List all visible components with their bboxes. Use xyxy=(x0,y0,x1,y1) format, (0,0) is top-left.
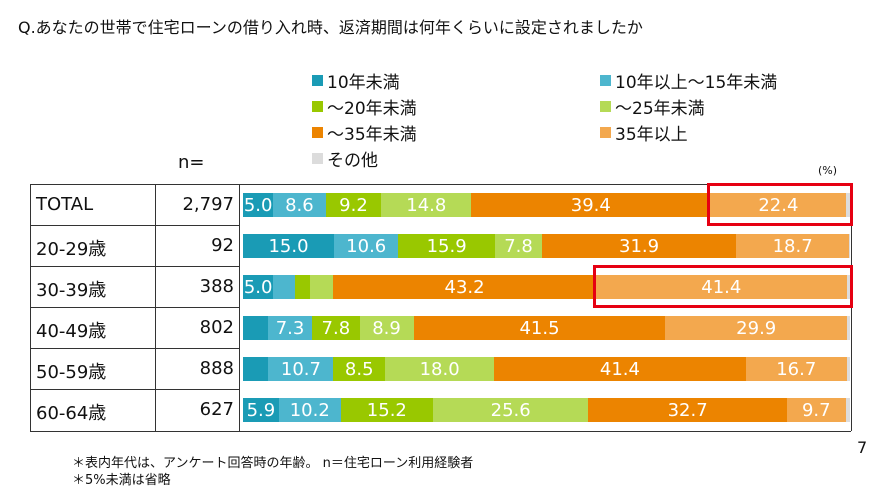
n-value: 2,797 xyxy=(182,194,234,215)
legend-label: 10年以上～15年未満 xyxy=(615,73,778,93)
bar-segment: 14.8 xyxy=(381,193,472,217)
bar-segment xyxy=(295,275,311,299)
bar-segment: 41.5 xyxy=(413,316,666,340)
bar-segment: 7.8 xyxy=(494,234,543,258)
bar-segment xyxy=(273,275,296,299)
highlight-box xyxy=(707,183,853,226)
legend-label: 35年以上 xyxy=(615,125,688,145)
legend-item: 10年未満 xyxy=(312,68,400,93)
bar-segment: 31.9 xyxy=(542,234,736,258)
bar-segment: 10.7 xyxy=(268,357,334,381)
n-value: 888 xyxy=(199,358,234,379)
bar-segment xyxy=(243,357,269,381)
bar-segment: 7.3 xyxy=(267,316,313,340)
bar-segment xyxy=(846,316,850,340)
bar-segment: 15.2 xyxy=(340,398,433,422)
legend-swatch xyxy=(312,75,323,86)
bar-segment: 8.9 xyxy=(359,316,414,340)
bar-segment: 16.7 xyxy=(745,357,847,381)
bar-segment: 18.7 xyxy=(735,234,850,258)
bar-segment: 41.4 xyxy=(494,357,746,381)
legend-label: ～25年未満 xyxy=(615,99,705,119)
legend-item: 10年以上～15年未満 xyxy=(600,68,777,93)
n-value: 388 xyxy=(199,276,234,297)
legend-swatch xyxy=(600,101,611,112)
legend-swatch xyxy=(600,75,611,86)
bar-segment xyxy=(846,193,850,217)
bar-segment: 10.6 xyxy=(334,234,399,258)
legend-item: ～35年未満 xyxy=(312,120,417,145)
bar-segment: 15.9 xyxy=(398,234,495,258)
bar-segment: 8.6 xyxy=(273,193,326,217)
legend-label: ～20年未満 xyxy=(327,99,417,119)
bar-segment: 29.9 xyxy=(665,316,847,340)
bar-segment xyxy=(310,275,334,299)
row-divider xyxy=(30,307,240,308)
bar-segment: 18.0 xyxy=(385,357,495,381)
bar-segment: 5.9 xyxy=(243,398,279,422)
legend-item: ～25年未満 xyxy=(600,94,705,119)
question-title: Q.あなたの世帯で住宅ローンの借り入れ時、返済期間は何年くらいに設定されましたか xyxy=(18,18,643,37)
legend-label: ～35年未満 xyxy=(327,125,417,145)
legend-swatch xyxy=(600,127,611,138)
bar-segment: 41.4 xyxy=(595,275,847,299)
bar-segment: 9.2 xyxy=(325,193,382,217)
legend-swatch xyxy=(312,127,323,138)
bar-segment xyxy=(846,357,850,381)
bar-segment: 22.4 xyxy=(710,193,847,217)
legend-item: その他 xyxy=(312,146,378,171)
bar-segment: 5.0 xyxy=(243,275,274,299)
highlight-box xyxy=(592,265,853,308)
category-label: 60-64歳 xyxy=(36,403,107,424)
footnote: ＊5%未満は省略 xyxy=(72,473,171,488)
chart-table xyxy=(30,184,851,432)
bar-segment: 9.7 xyxy=(786,398,846,422)
bar-segment: 7.8 xyxy=(312,316,360,340)
n-value: 92 xyxy=(211,235,234,256)
legend-label: 10年未満 xyxy=(327,73,400,93)
page-number: 7 xyxy=(857,438,868,457)
bar-segment: 32.7 xyxy=(588,398,787,422)
row-divider xyxy=(30,225,240,226)
n-header: n= xyxy=(178,152,205,173)
bar-segment xyxy=(846,275,850,299)
row-divider xyxy=(30,389,240,390)
footnote: ＊表内年代は、アンケート回答時の年齢。 n＝住宅ローン利用経験者 xyxy=(72,456,474,471)
n-value: 802 xyxy=(199,317,234,338)
category-label: 40-49歳 xyxy=(36,321,107,342)
bar-segment xyxy=(243,316,268,340)
bar-segment: 5.0 xyxy=(243,193,274,217)
bar-segment xyxy=(845,398,850,422)
bar-segment xyxy=(849,234,850,258)
bar-segment: 39.4 xyxy=(471,193,711,217)
legend-item: ～20年未満 xyxy=(312,94,417,119)
n-value: 627 xyxy=(199,399,234,420)
category-label: 50-59歳 xyxy=(36,362,107,383)
bar-segment: 10.2 xyxy=(278,398,341,422)
bar-segment: 8.5 xyxy=(333,357,386,381)
unit-label: (%) xyxy=(818,164,838,177)
category-label: TOTAL xyxy=(36,194,94,215)
category-label: 30-39歳 xyxy=(36,280,107,301)
row-divider xyxy=(30,348,240,349)
legend-swatch xyxy=(312,153,323,164)
bar-segment: 15.0 xyxy=(243,234,335,258)
row-divider xyxy=(30,266,240,267)
legend-swatch xyxy=(312,101,323,112)
bar-segment: 43.2 xyxy=(333,275,596,299)
legend-item: 35年以上 xyxy=(600,120,688,145)
legend-label: その他 xyxy=(327,151,378,171)
bar-segment: 25.6 xyxy=(432,398,589,422)
category-label: 20-29歳 xyxy=(36,239,107,260)
